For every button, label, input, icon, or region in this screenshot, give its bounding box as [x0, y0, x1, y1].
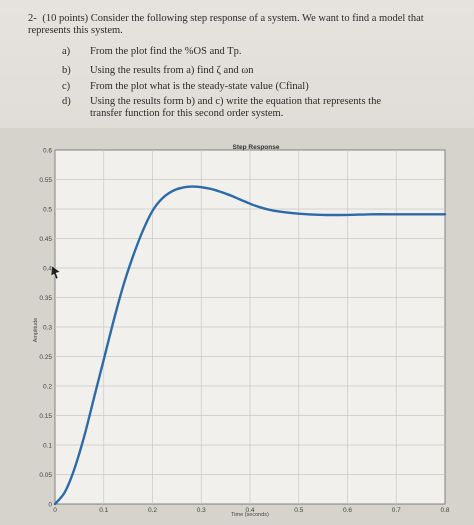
- y-tick-label: 0.2: [43, 384, 52, 391]
- x-tick-label: 0.3: [197, 507, 206, 514]
- mouse-cursor-icon: [50, 265, 61, 280]
- item-letter: d): [62, 96, 71, 107]
- x-tick-label: 0.2: [148, 507, 157, 514]
- item-letter: b): [62, 65, 71, 76]
- question-header: 2- (10 points) Consider the following st…: [28, 13, 458, 37]
- y-tick-label: 0.55: [39, 177, 52, 184]
- item-letter: a): [62, 46, 71, 57]
- x-axis-label: Time (seconds): [231, 512, 269, 518]
- item-text: Using the results from a) find ζ and ωn: [90, 65, 254, 76]
- question-number: 2-: [28, 13, 37, 24]
- y-tick-label: 0.5: [43, 207, 52, 214]
- x-tick-label: 0.1: [99, 507, 108, 514]
- y-tick-label: 0.15: [39, 413, 52, 420]
- y-tick-label: 0.25: [39, 354, 52, 361]
- x-tick-label: 0.7: [392, 507, 401, 514]
- y-tick-label: 0.4: [43, 266, 52, 273]
- y-tick-label: 0.05: [39, 472, 52, 479]
- chart-title: Step Response: [233, 144, 280, 151]
- x-tick-label: 0.6: [343, 507, 352, 514]
- y-tick-label: 0.1: [43, 443, 52, 450]
- y-tick-label: 0: [48, 502, 52, 509]
- y-tick-label: 0.45: [39, 236, 52, 243]
- y-tick-label: 0.6: [43, 148, 52, 155]
- x-tick-label: 0.8: [440, 507, 449, 514]
- item-letter: c): [62, 81, 71, 92]
- step-response-line: [53, 185, 447, 506]
- item-text: From the plot find the %OS and Tp.: [90, 46, 242, 57]
- y-axis-label: Amplitude: [33, 318, 39, 342]
- x-tick-label: 0: [53, 507, 57, 514]
- item-text: Using the results form b) and c) write t…: [90, 96, 381, 119]
- x-tick-label: 0.5: [294, 507, 303, 514]
- tick-labels: 0 0.1 0.2 0.3 0.4 0.5 0.6 0.7 0.8 0 0.05 0.1 0.15 0.2…: [39, 148, 450, 515]
- x-tick-label: 0.4: [245, 507, 254, 514]
- y-tick-label: 0.3: [43, 325, 52, 332]
- question-text: (10 points) Consider the following step …: [28, 13, 424, 36]
- item-text: From the plot what is the steady-state v…: [90, 81, 309, 92]
- y-tick-label: 0.35: [39, 295, 52, 302]
